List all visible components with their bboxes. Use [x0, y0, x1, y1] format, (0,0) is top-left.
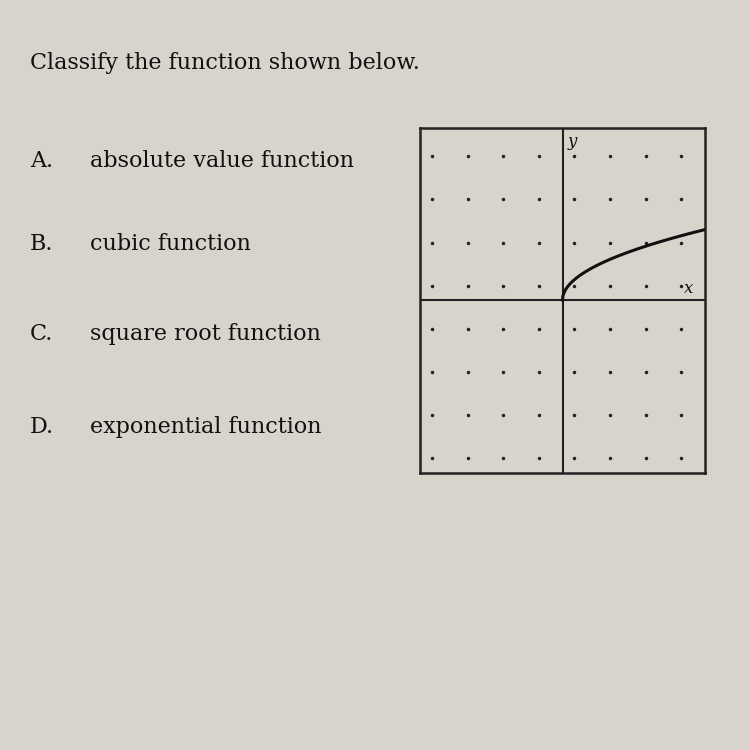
Text: cubic function: cubic function [90, 232, 251, 254]
Text: absolute value function: absolute value function [90, 150, 354, 172]
Text: C.: C. [30, 322, 53, 344]
Text: Classify the function shown below.: Classify the function shown below. [30, 53, 420, 74]
Text: exponential function: exponential function [90, 416, 322, 438]
Text: y: y [567, 134, 577, 150]
Text: square root function: square root function [90, 322, 321, 344]
Text: D.: D. [30, 416, 54, 438]
Text: x: x [684, 280, 693, 297]
Text: B.: B. [30, 232, 53, 254]
Text: A.: A. [30, 150, 53, 172]
